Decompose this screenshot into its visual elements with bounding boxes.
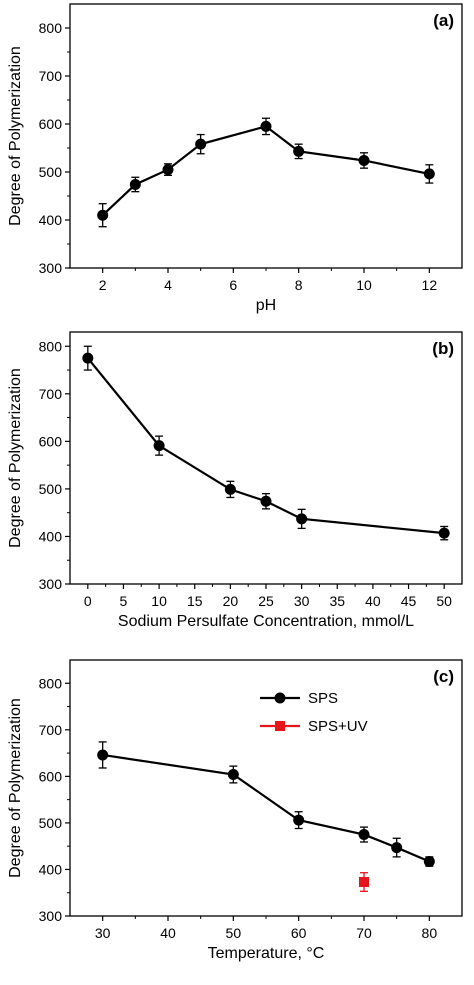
data-point <box>97 749 109 761</box>
x-tick-label: 6 <box>229 277 237 293</box>
x-tick-label: 10 <box>356 277 372 293</box>
data-point <box>224 483 236 495</box>
x-tick-label: 0 <box>84 593 92 609</box>
data-point <box>359 877 369 888</box>
x-tick-label: 45 <box>401 593 417 609</box>
series-line <box>102 753 430 863</box>
x-tick-label: 10 <box>151 593 167 609</box>
y-tick-label: 700 <box>39 722 63 738</box>
y-tick-label: 300 <box>39 260 63 276</box>
legend-label: SPS <box>308 690 338 707</box>
x-tick-label: 8 <box>295 277 303 293</box>
x-tick-label: 40 <box>160 925 176 941</box>
x-tick-label: 4 <box>164 277 172 293</box>
x-tick-label: 50 <box>226 925 242 941</box>
data-point <box>358 829 370 841</box>
y-tick-label: 600 <box>39 768 63 784</box>
x-tick-label: 30 <box>294 593 310 609</box>
y-tick-label: 800 <box>39 338 63 354</box>
y-tick-label: 500 <box>39 481 63 497</box>
y-tick-label: 700 <box>39 386 63 402</box>
data-point <box>296 513 308 525</box>
x-tick-label: 15 <box>187 593 203 609</box>
chart-panel-b: 300 400 500 600 700 800 0 5 10 15 20 25 30 35 40 45 50 So… <box>7 331 463 630</box>
data-point <box>423 856 435 868</box>
y-axis-title: Degree of Polymerization <box>7 368 24 548</box>
x-axis-title: Sodium Persulfate Concentration, mmol/L <box>118 613 414 630</box>
chart-panel-c: 300 400 500 600 700 800 30 40 50 60 70 80 Temperatur… <box>7 659 463 962</box>
y-axis-title: Degree of Polymerization <box>7 46 24 226</box>
y-tick-label: 500 <box>39 164 63 180</box>
legend-marker <box>274 692 286 704</box>
y-tick-label: 800 <box>39 675 63 691</box>
y-tick-label: 600 <box>39 116 63 132</box>
series-sps <box>97 741 435 868</box>
data-point <box>423 168 435 180</box>
panel-label: (a) <box>433 11 454 30</box>
x-tick-label: 80 <box>422 925 438 941</box>
data-point <box>438 527 450 539</box>
x-tick-label: 60 <box>291 925 307 941</box>
y-tick-label: 400 <box>39 212 63 228</box>
panel-label: (b) <box>432 339 454 358</box>
series-line <box>101 125 430 217</box>
data-point <box>293 145 305 157</box>
x-tick-label: 50 <box>436 593 452 609</box>
legend: SPS SPS+UV <box>260 690 368 735</box>
y-tick-label: 700 <box>39 68 63 84</box>
y-tick-label: 300 <box>39 576 63 592</box>
x-axis-title: Temperature, °C <box>208 945 325 962</box>
data-point <box>153 440 165 452</box>
plot-frame <box>69 331 463 585</box>
y-tick-label: 500 <box>39 815 63 831</box>
legend-label: SPS+UV <box>308 718 368 735</box>
chart-panel-a: 300 400 500 600 700 800 2 4 6 8 10 12 pH Degree of Po… <box>7 3 463 314</box>
data-point <box>162 164 174 176</box>
data-point <box>82 352 94 364</box>
x-tick-label: 12 <box>422 277 438 293</box>
data-point <box>97 209 109 221</box>
y-tick-label: 300 <box>39 908 63 924</box>
data-point <box>195 138 207 150</box>
data-point <box>129 178 141 190</box>
series-0 <box>82 345 450 541</box>
y-axis-title: Degree of Polymerization <box>7 698 24 878</box>
data-point <box>391 842 403 854</box>
series-sps-uv <box>359 872 369 892</box>
data-point <box>260 495 272 507</box>
data-point <box>260 120 272 132</box>
x-axis-title: pH <box>256 297 276 314</box>
y-tick-label: 400 <box>39 861 63 877</box>
y-tick-label: 800 <box>39 20 63 36</box>
y-tick-label: 400 <box>39 528 63 544</box>
x-tick-label: 20 <box>223 593 239 609</box>
plot-frame <box>69 3 463 269</box>
x-tick-label: 25 <box>258 593 274 609</box>
data-point <box>227 769 239 781</box>
x-tick-label: 70 <box>356 925 372 941</box>
panel-label: (c) <box>433 667 454 686</box>
legend-marker <box>275 721 285 731</box>
x-tick-label: 40 <box>365 593 381 609</box>
x-tick-label: 2 <box>99 277 107 293</box>
y-tick-label: 600 <box>39 433 63 449</box>
data-point <box>358 154 370 166</box>
series-line <box>86 357 445 535</box>
x-tick-label: 35 <box>329 593 345 609</box>
data-point <box>293 814 305 826</box>
series-0 <box>97 117 435 228</box>
x-tick-label: 5 <box>120 593 128 609</box>
x-tick-label: 30 <box>95 925 111 941</box>
